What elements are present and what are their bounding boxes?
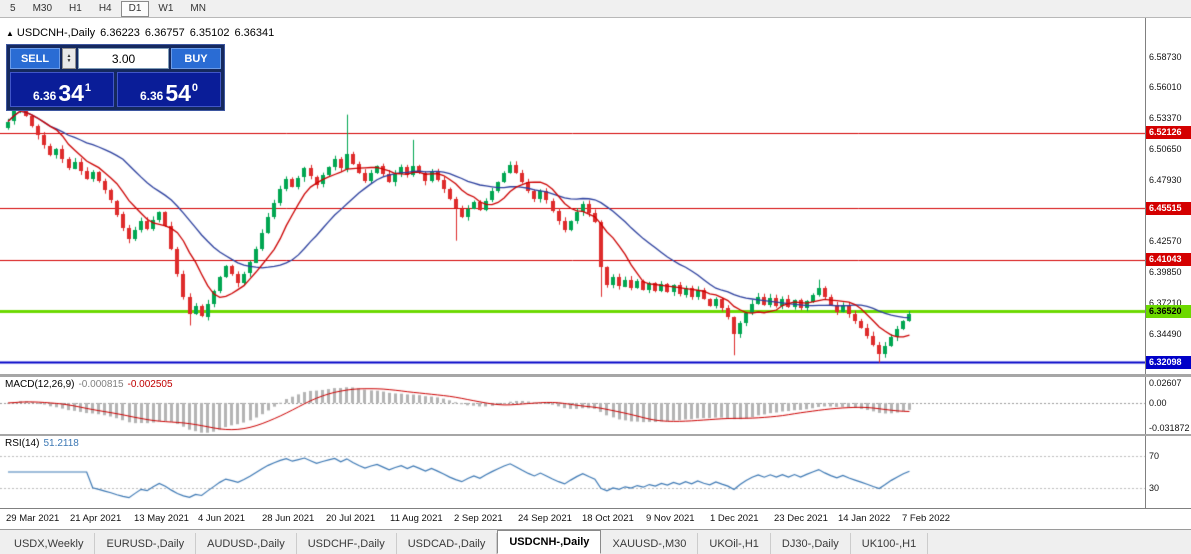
macd-value-main: -0.000815 xyxy=(78,379,124,390)
chart-tab-dj30-daily[interactable]: DJ30-,Daily xyxy=(771,533,851,554)
timeframe-button-H4[interactable]: H4 xyxy=(98,2,112,14)
timeframe-button-MN[interactable]: MN xyxy=(190,2,206,14)
buy-price[interactable]: 6.36 54 0 xyxy=(117,72,221,107)
date-axis-label: 21 Apr 2021 xyxy=(70,513,122,524)
timeframe-button-D1[interactable]: D1 xyxy=(120,0,150,17)
chart-tab-xauusd-m30[interactable]: XAUUSD-,M30 xyxy=(601,533,699,554)
price-pane[interactable]: ▲ USDCNH-,Daily 6.36223 6.36757 6.35102 6.363… xyxy=(0,18,1145,374)
price-axis-label: 6.34490 xyxy=(1149,328,1182,339)
date-axis[interactable]: 29 Mar 2021 21 Apr 2021 13 May 2021 4 Jun 2… xyxy=(0,508,1191,529)
sell-price-sup: 1 xyxy=(84,82,92,94)
price-axis[interactable]: 6.587306.560106.533706.506506.479306.452… xyxy=(1145,18,1191,508)
chart-tab-ukoil-h1[interactable]: UKOil-,H1 xyxy=(698,533,771,554)
date-axis-label: 20 Jul 2021 xyxy=(326,513,376,524)
chart-ohlc-header: ▲ USDCNH-,Daily 6.36223 6.36757 6.35102 6.363… xyxy=(6,27,279,39)
macd-name: MACD(12,26,9) xyxy=(5,379,75,390)
buy-price-sup: 0 xyxy=(191,82,199,94)
one-click-trading-panel: SELL ▲ ▼ BUY 6.36 34 1 6.36 54 0 xyxy=(6,44,225,111)
rsi-level-label: 70 xyxy=(1149,451,1160,461)
timeframe-button-M30[interactable]: M30 xyxy=(32,2,53,14)
date-axis-label: 2 Sep 2021 xyxy=(454,513,503,524)
indicator-axis-label: -0.031872 xyxy=(1149,423,1190,433)
date-axis-label: 7 Feb 2022 xyxy=(902,513,951,524)
date-axis-label: 18 Oct 2021 xyxy=(582,513,634,524)
date-axis-label: 13 May 2021 xyxy=(134,513,189,524)
indicator-axis-label: 0.02607 xyxy=(1149,378,1182,388)
timeframe-button-W1[interactable]: W1 xyxy=(158,2,174,14)
price-axis-label: 6.47930 xyxy=(1149,174,1182,185)
price-axis-label: 6.56010 xyxy=(1149,82,1182,93)
chart-tab-usdchf-daily[interactable]: USDCHF-,Daily xyxy=(297,533,397,554)
chart-tab-usdcnh-daily[interactable]: USDCNH-,Daily xyxy=(497,530,602,554)
rsi-name: RSI(14) xyxy=(5,438,40,449)
ohlc-low: 6.35102 xyxy=(189,27,230,39)
ohlc-close: 6.36341 xyxy=(234,27,275,39)
price-line-badge: 6.32098 xyxy=(1146,355,1191,369)
trade-prices-row: 6.36 34 1 6.36 54 0 xyxy=(10,72,221,107)
rsi-canvas[interactable] xyxy=(0,436,1145,508)
buy-button[interactable]: BUY xyxy=(171,48,221,69)
buy-price-small: 6.36 xyxy=(139,89,164,103)
collapse-arrow-icon[interactable]: ▲ xyxy=(6,29,14,38)
sell-price-big: 34 xyxy=(58,80,84,106)
price-axis-label: 6.37210 xyxy=(1149,297,1182,308)
date-axis-label: 29 Mar 2021 xyxy=(6,513,60,524)
rsi-level-label: 30 xyxy=(1149,483,1160,493)
date-axis-label: 14 Jan 2022 xyxy=(838,513,891,524)
date-axis-label: 1 Dec 2021 xyxy=(710,513,759,524)
chart-tab-uk100-h1[interactable]: UK100-,H1 xyxy=(851,533,929,554)
chart-tab-audusd-daily[interactable]: AUDUSD-,Daily xyxy=(196,533,297,554)
price-line-badge: 6.45515 xyxy=(1146,201,1191,215)
sell-button[interactable]: SELL xyxy=(10,48,60,69)
macd-pane[interactable]: MACD(12,26,9) -0.000815 -0.002505 xyxy=(0,377,1145,434)
date-axis-label: 24 Sep 2021 xyxy=(518,513,572,524)
timeframe-button-H1[interactable]: H1 xyxy=(69,2,82,14)
date-axis-label: 23 Dec 2021 xyxy=(774,513,828,524)
timeframe-toolbar: 5 M30 H1 H4 D1 W1 MN xyxy=(0,0,1191,18)
ohlc-open: 6.36223 xyxy=(100,27,140,39)
price-line-badge: 6.52126 xyxy=(1146,126,1191,140)
macd-canvas[interactable] xyxy=(0,377,1145,434)
chart-title: USDCNH-,Daily xyxy=(16,27,96,39)
buy-price-big: 54 xyxy=(165,80,191,106)
date-axis-label: 11 Aug 2021 xyxy=(390,513,443,524)
rsi-value: 51.2118 xyxy=(43,438,79,449)
chart-tab-bar: USDX,Weekly EURUSD-,Daily AUDUSD-,Daily USD… xyxy=(0,529,1191,554)
date-axis-label: 4 Jun 2021 xyxy=(198,513,246,524)
price-axis-label: 6.50650 xyxy=(1149,143,1182,154)
rsi-pane[interactable]: RSI(14) 51.2118 xyxy=(0,436,1145,508)
trade-controls-row: SELL ▲ ▼ BUY xyxy=(10,48,221,69)
volume-stepper[interactable]: ▲ ▼ xyxy=(62,48,76,69)
sell-price-small: 6.36 xyxy=(32,89,57,103)
pane-separator[interactable] xyxy=(0,374,1191,377)
price-axis-label: 6.53370 xyxy=(1149,113,1182,124)
volume-input[interactable] xyxy=(78,48,169,69)
macd-label: MACD(12,26,9) -0.000815 -0.002505 xyxy=(5,379,177,390)
indicator-axis-label: 0.00 xyxy=(1149,397,1167,408)
ohlc-high: 6.36757 xyxy=(144,27,185,39)
timeframe-button-5[interactable]: 5 xyxy=(10,2,16,14)
price-line-badge: 6.36520 xyxy=(1146,304,1191,318)
stepper-up-icon[interactable]: ▲ xyxy=(66,52,72,59)
macd-value-signal: -0.002505 xyxy=(127,379,173,390)
chart-tab-usdx-weekly[interactable]: USDX,Weekly xyxy=(3,533,96,554)
price-axis-label: 6.39850 xyxy=(1149,267,1182,278)
chart-tab-eurusd-daily[interactable]: EURUSD-,Daily xyxy=(95,533,197,554)
date-axis-label: 9 Nov 2021 xyxy=(646,513,695,524)
stepper-down-icon[interactable]: ▼ xyxy=(66,57,72,64)
sell-price[interactable]: 6.36 34 1 xyxy=(10,72,114,107)
price-line-badge: 6.41043 xyxy=(1146,253,1191,267)
chart-tab-usdcad-daily[interactable]: USDCAD-,Daily xyxy=(397,533,498,554)
rsi-label: RSI(14) 51.2118 xyxy=(5,438,83,449)
date-axis-label: 28 Jun 2021 xyxy=(262,513,315,524)
pane-separator[interactable] xyxy=(0,434,1191,436)
price-axis-label: 6.42570 xyxy=(1149,236,1182,247)
price-axis-label: 6.58730 xyxy=(1149,51,1182,62)
